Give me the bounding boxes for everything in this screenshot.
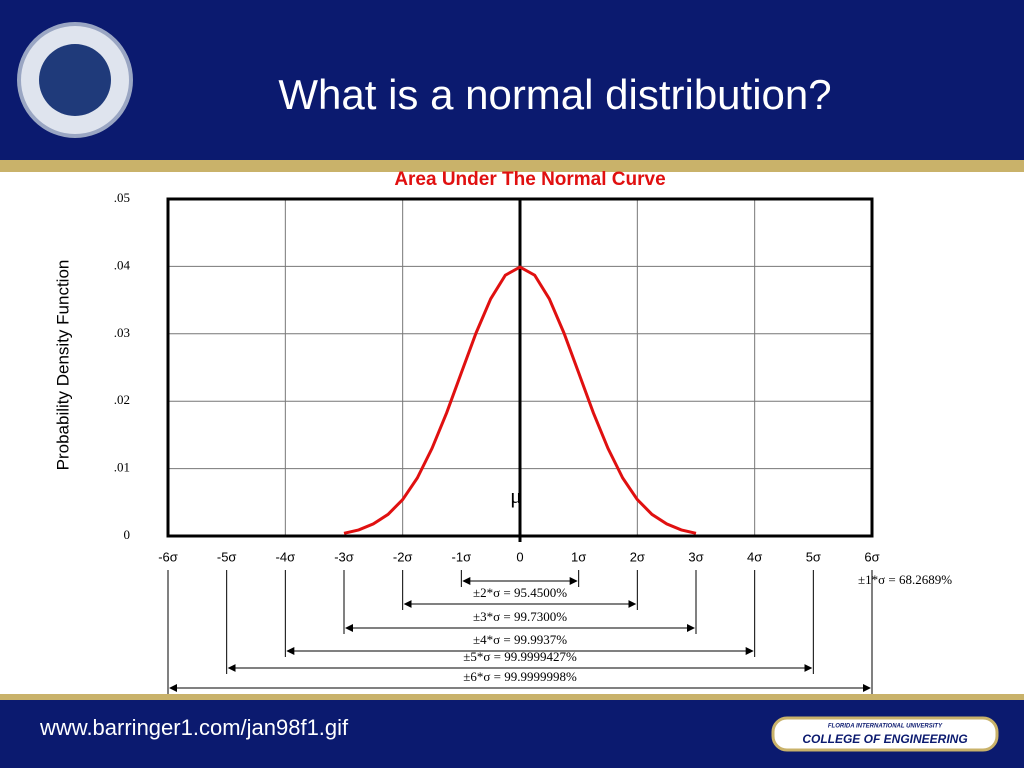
chart-title: Area Under The Normal Curve <box>394 169 665 190</box>
badge-top: FLORIDA INTERNATIONAL UNIVERSITY <box>828 724 943 730</box>
badge-main: COLLEGE OF ENGINEERING <box>802 732 967 746</box>
y-axis-label: Probability Density Function <box>53 260 72 471</box>
x-tick-label: -3σ <box>334 549 354 564</box>
x-tick-label: -1σ <box>452 549 472 564</box>
x-tick-label: 4σ <box>747 549 762 564</box>
mean-label: μ <box>510 483 522 508</box>
y-tick-label: .04 <box>114 257 131 272</box>
interval-label: ±3*σ = 99.7300% <box>473 609 567 624</box>
interval-label: ±2*σ = 95.4500% <box>473 585 567 600</box>
y-tick-label: .05 <box>114 190 130 205</box>
x-tick-label: -5σ <box>217 549 237 564</box>
interval-label: ±6*σ = 99.9999998% <box>463 669 577 684</box>
badge <box>771 716 999 752</box>
y-tick-label: .02 <box>114 392 130 407</box>
header-stripe <box>0 160 1024 172</box>
x-tick-label: 6σ <box>864 549 879 564</box>
x-tick-label: 3σ <box>688 549 703 564</box>
logo-inner <box>39 44 111 116</box>
y-tick-label: .01 <box>114 460 130 475</box>
x-tick-label: 1σ <box>571 549 586 564</box>
slide-title: What is a normal distribution? <box>278 71 831 118</box>
y-tick-label: .03 <box>114 325 130 340</box>
header-band <box>0 0 1024 160</box>
interval-label: ±1*σ = 68.2689% <box>858 572 952 587</box>
x-tick-label: 0 <box>516 549 523 564</box>
x-tick-label: -6σ <box>158 549 178 564</box>
x-tick-label: 5σ <box>806 549 821 564</box>
x-tick-label: -4σ <box>276 549 296 564</box>
interval-label: ±4*σ = 99.9937% <box>473 632 567 647</box>
y-tick-label: 0 <box>124 527 131 542</box>
footer-stripe <box>0 694 1024 700</box>
curve <box>343 265 697 535</box>
x-tick-label: -2σ <box>393 549 413 564</box>
interval-label: ±5*σ = 99.9999427% <box>463 649 577 664</box>
footer-url: www.barringer1.com/jan98f1.gif <box>39 715 349 740</box>
x-tick-label: 2σ <box>630 549 645 564</box>
